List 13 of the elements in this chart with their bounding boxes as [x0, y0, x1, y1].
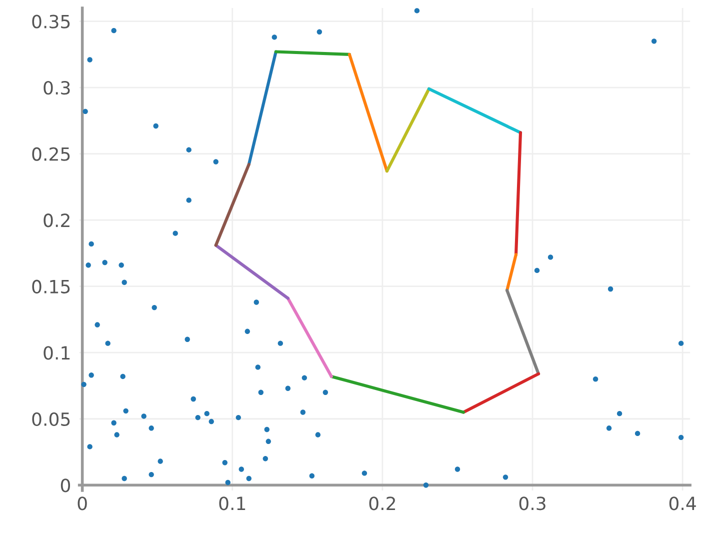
x-tick-label: 0.4 [669, 496, 696, 510]
y-tick-label: 0.1 [44, 346, 70, 360]
y-tick-label: 0.25 [32, 147, 70, 161]
x-tick-label: 0.3 [519, 496, 546, 510]
y-tick-label: 0.3 [44, 81, 70, 95]
y-tick-label: 0.15 [32, 280, 70, 294]
y-tick-label: 0.2 [44, 214, 70, 228]
y-tick-label: 0 [60, 478, 70, 492]
y-tick-label: 0.35 [32, 14, 70, 28]
x-tick-label: 0 [78, 496, 87, 510]
x-tick-label: 0.1 [219, 496, 246, 510]
x-tick-label: 0.2 [369, 496, 395, 510]
y-tick-label: 0.05 [32, 412, 70, 426]
